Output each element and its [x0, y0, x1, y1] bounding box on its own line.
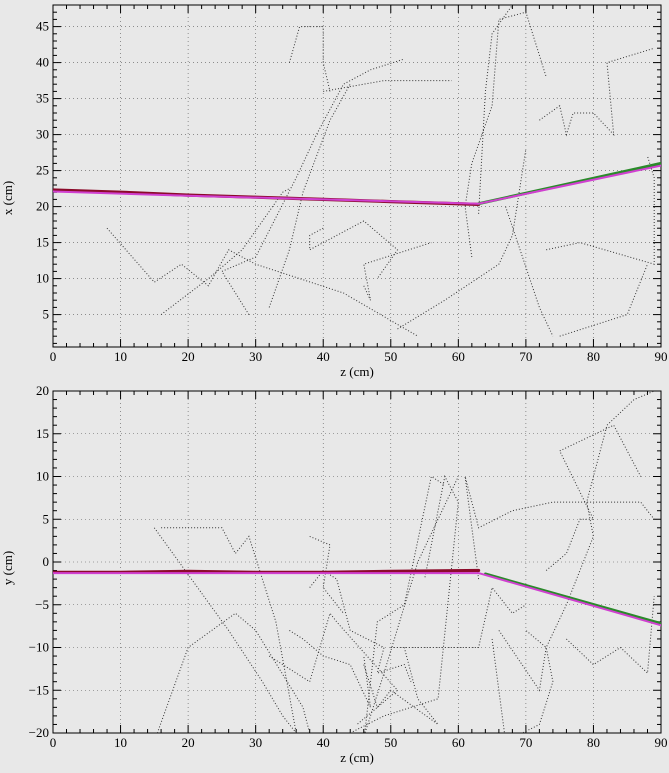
y-tick-label: −15	[29, 682, 49, 697]
secondary-track	[478, 5, 513, 214]
y-tick-label: −10	[29, 640, 49, 655]
y-tick-label: 30	[36, 127, 49, 142]
secondary-track	[539, 47, 655, 137]
y-tick-label: −20	[29, 725, 49, 740]
y-tick-label: 15	[36, 426, 49, 441]
x-tick-label: 0	[50, 349, 57, 364]
y-tick-label: 10	[36, 271, 49, 286]
x-tick-label: 40	[317, 735, 330, 750]
secondary-track	[491, 630, 554, 733]
secondary-track	[364, 476, 459, 733]
y-tick-label: 20	[36, 383, 49, 398]
secondary-track	[397, 148, 527, 330]
x-tick-label: 70	[519, 735, 532, 750]
y-tick-label: 45	[36, 19, 49, 34]
plot-content	[53, 5, 661, 337]
x-tick-label: 80	[587, 349, 600, 364]
yz-projection-panel: 0 10 20 30 40 50 60 70 80 90 −20 −15 −10 −5 0 5 10 15 20	[29, 383, 668, 750]
y-tick-label: 0	[43, 554, 50, 569]
y-tick-label: 20	[36, 199, 49, 214]
secondary-track	[156, 612, 311, 733]
secondary-track	[288, 26, 331, 92]
secondary-track	[364, 475, 446, 733]
secondary-track	[268, 612, 399, 725]
x-tick-label: 30	[249, 349, 262, 364]
y-tick-label: 25	[36, 163, 49, 178]
secondary-track	[546, 156, 655, 265]
y-tick-label: 40	[36, 55, 49, 70]
x-tick-label: 80	[587, 735, 600, 750]
x-tick-label: 0	[50, 735, 57, 750]
secondary-track	[153, 527, 297, 733]
x-tick-label: 40	[317, 349, 330, 364]
track-red	[53, 568, 481, 574]
secondary-track	[309, 535, 344, 614]
xz-projection-panel: 0 10 20 30 40 50 60 70 80 90 5 10 15 20 25 30 35 40 45	[36, 4, 668, 364]
secondary-track	[498, 391, 655, 692]
x-tick-label: 20	[182, 735, 195, 750]
x-tick-label: 50	[384, 349, 397, 364]
z-axis-label-top: z (cm)	[340, 364, 374, 379]
secondary-track	[289, 629, 371, 708]
secondary-track	[160, 188, 290, 315]
y-tick-label: 5	[43, 307, 50, 322]
secondary-track	[268, 83, 351, 308]
track-green	[483, 572, 661, 626]
y-tick-label: 10	[36, 469, 49, 484]
z-axis-label-bottom: z (cm)	[340, 750, 374, 765]
x-tick-label: 50	[384, 735, 397, 750]
y-tick-label: −5	[35, 597, 49, 612]
plot-frame	[52, 4, 662, 348]
x-tick-label: 90	[655, 735, 668, 750]
x-tick-label: 10	[114, 735, 127, 750]
x-tick-label: 90	[655, 349, 668, 364]
y-tick-label: 5	[43, 511, 50, 526]
secondary-track	[566, 596, 655, 675]
y-axis-label-bottom: y (cm)	[0, 551, 15, 585]
secondary-track	[221, 58, 405, 315]
y-tick-label: 15	[36, 235, 49, 250]
track-magenta	[53, 164, 661, 205]
x-tick-label: 70	[519, 349, 532, 364]
track-magenta	[53, 572, 661, 627]
x-axis-label-top: x (cm)	[0, 181, 15, 215]
x-tick-label: 60	[452, 735, 465, 750]
x-tick-label: 10	[114, 349, 127, 364]
secondary-track	[464, 11, 547, 258]
x-tick-label: 30	[249, 735, 262, 750]
secondary-track	[363, 242, 432, 301]
y-tick-label: 35	[36, 91, 49, 106]
x-tick-label: 60	[452, 349, 465, 364]
secondary-track	[106, 227, 419, 337]
plot-content	[53, 391, 661, 733]
x-tick-label: 20	[182, 349, 195, 364]
